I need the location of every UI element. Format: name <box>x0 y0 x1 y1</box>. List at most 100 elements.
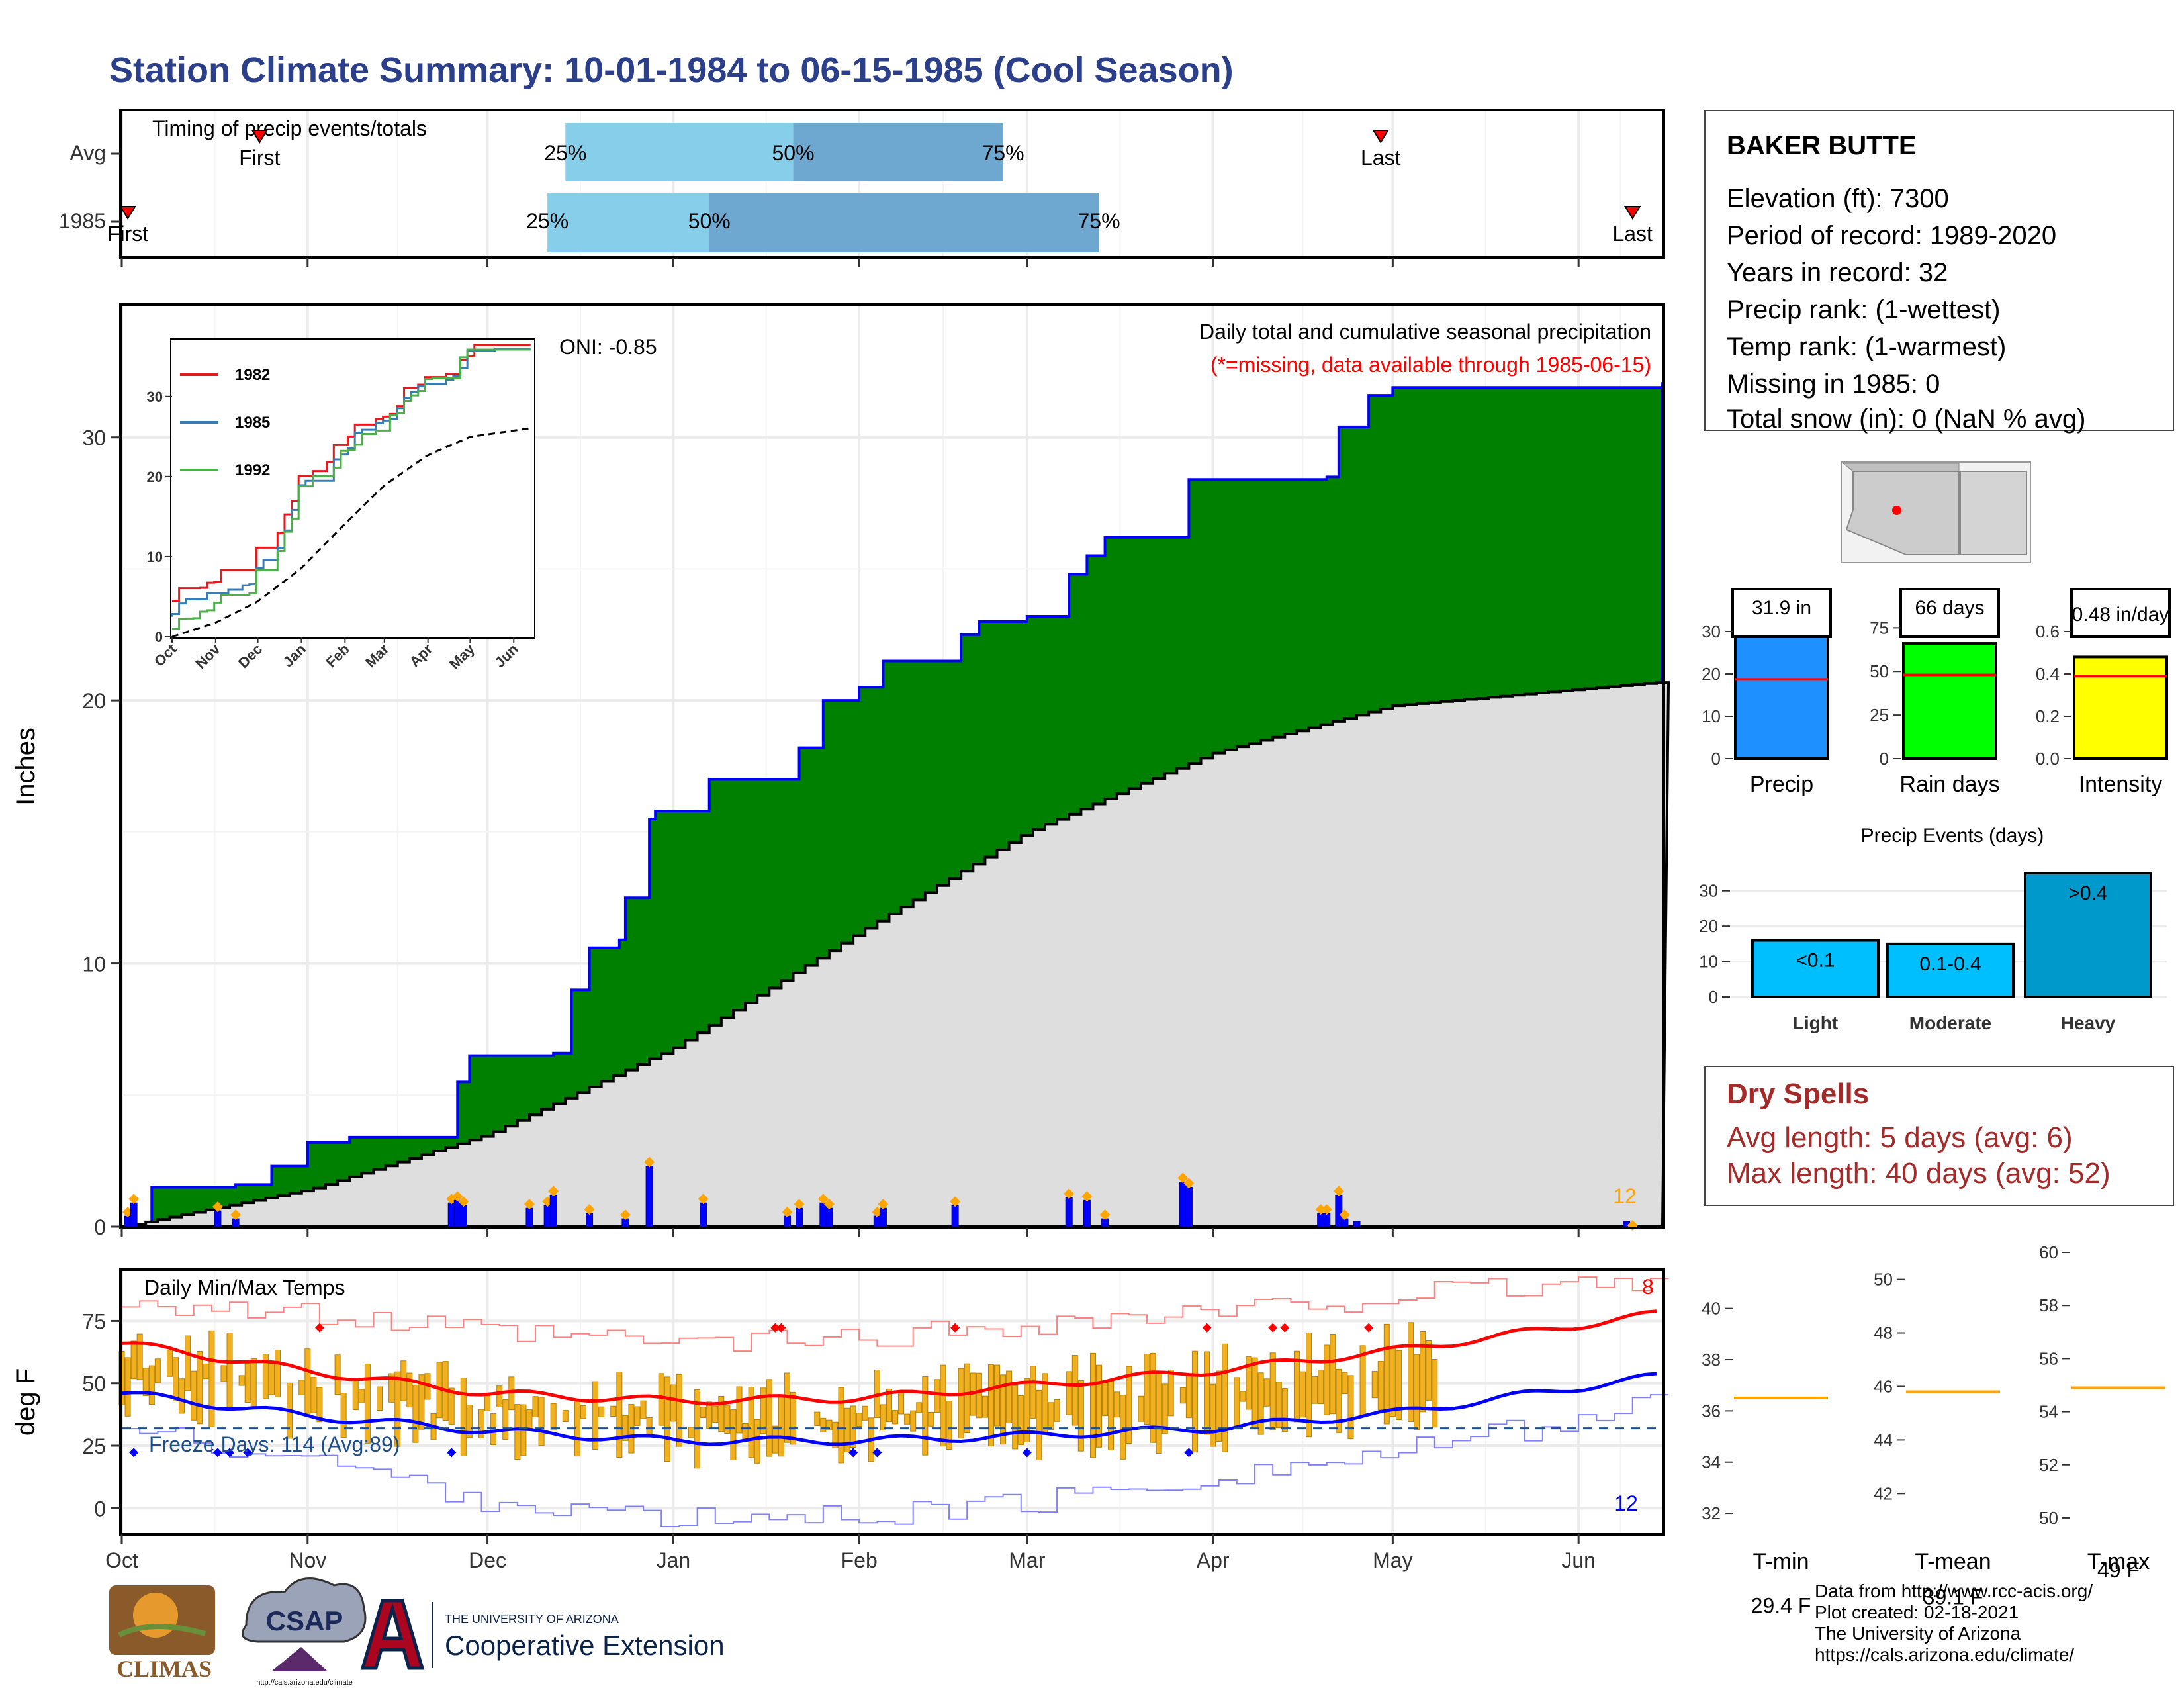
dry-spells-box: Dry Spells Avg length: 5 days (avg: 6) M… <box>1704 1066 2174 1206</box>
daily-temp-range-bar-40 <box>358 1389 365 1403</box>
daily-temp-range-bar-143 <box>976 1372 982 1419</box>
daily-precip-marker-9 <box>548 1186 559 1197</box>
summary-tick-label-Rain days-1: 25 <box>1870 705 1889 725</box>
events-y-tick-label-1: 10 <box>1699 952 1718 972</box>
record-low-marker-0 <box>129 1448 139 1458</box>
daily-temp-range-bar-111 <box>784 1372 790 1443</box>
daily-temp-range-bar-106 <box>754 1419 760 1464</box>
daily-precip-bar-5 <box>453 1199 461 1227</box>
summary-bar-charts: 31.9 in 0 10 20 30 Precip 66 days 0 25 50 75 Rain d… <box>1702 588 2171 797</box>
csap-mountain-icon <box>271 1647 328 1671</box>
climas-wordmark: CLIMAS <box>116 1656 212 1682</box>
daily-temp-range-bar-97 <box>700 1407 707 1418</box>
daily-precip-marker-23 <box>1099 1209 1111 1221</box>
events-bar-label-Light: <0.1 <box>1796 950 1835 972</box>
precip-events-bars: 0 10 20 30 <0.1 Light 0.1-0.4 Moderate >0.4 Heavy <box>1699 863 2167 1033</box>
daily-temp-range-bar-93 <box>676 1374 682 1447</box>
daily-temp-range-bar-201 <box>1324 1344 1330 1415</box>
daily-temp-range-bar-168 <box>1126 1366 1132 1444</box>
daily-temp-range-bar-25 <box>268 1363 275 1395</box>
footer-data-source: Data from http://www.rcc-acis.org/ <box>1815 1581 2093 1601</box>
temp-summary-value-T-mean: 39.1 F <box>1923 1585 1983 1609</box>
daily-temp-range-bar-205 <box>1347 1375 1354 1440</box>
daily-temp-range-bar-147 <box>1000 1374 1007 1445</box>
csap-url: http://cals.arizona.edu/climate <box>256 1679 353 1687</box>
timing-first-marker-avg <box>251 130 269 144</box>
inset-x-tick-label-7: May <box>446 640 478 672</box>
daily-temp-range-bar-101 <box>724 1405 731 1434</box>
timing-bar-lower-y1985 <box>547 193 709 252</box>
climas-logo: CLIMAS <box>109 1585 215 1682</box>
inset-x-tick-label-1: Nov <box>192 640 224 672</box>
daily-temp-range-bar-133 <box>916 1402 923 1413</box>
daily-temp-range-bar-30 <box>298 1380 305 1395</box>
dry-spells-max: Max length: 40 days (avg: 52) <box>1727 1157 2111 1190</box>
daily-precip-marker-19 <box>878 1199 889 1210</box>
daily-temp-range-bar-50 <box>418 1374 425 1430</box>
month-tick-label-Jan: Jan <box>657 1548 691 1572</box>
daily-temp-range-bar-5 <box>148 1365 155 1405</box>
daily-temp-range-bar-184 <box>1222 1343 1228 1452</box>
daily-precip-bar-22 <box>1083 1199 1091 1227</box>
daily-temp-range-bar-74 <box>562 1410 569 1422</box>
avg-max-temp-line <box>121 1309 1657 1406</box>
precip-panel: 0 10 20 30 Inches Daily total and cumulativ… <box>11 303 1670 1239</box>
daily-temp-range-bar-173 <box>1156 1370 1162 1454</box>
daily-temp-range-bar-144 <box>981 1395 988 1418</box>
daily-temp-range-bar-17 <box>220 1365 227 1382</box>
daily-temp-range-bar-107 <box>760 1387 766 1434</box>
dry-spells-avg: Avg length: 5 days (avg: 6) <box>1727 1121 2073 1154</box>
inset-y-tick-label-0: 0 <box>155 629 163 645</box>
daily-temp-range-bar-219 <box>1432 1359 1438 1428</box>
daily-temp-range-bar-152 <box>1030 1366 1036 1419</box>
inset-x-tick-label-3: Jan <box>279 641 308 670</box>
summary-tick-label-Intensity-3: 0.6 <box>2036 622 2060 641</box>
timing-last-label-avg: Last <box>1361 146 1401 169</box>
daily-temp-range-bar-109 <box>772 1425 778 1454</box>
daily-temp-range-bar-9 <box>173 1357 179 1401</box>
daily-precip-marker-29 <box>1339 1209 1350 1221</box>
daily-temp-range-bar-117 <box>820 1417 827 1432</box>
daily-temp-range-bar-77 <box>580 1405 586 1419</box>
daily-temp-range-bar-13 <box>197 1351 203 1425</box>
summary-tick-label-Intensity-2: 0.4 <box>2036 664 2060 684</box>
timing-pct-label-y1985-2: 75% <box>1077 209 1120 233</box>
daily-temp-range-bar-90 <box>658 1373 664 1426</box>
summary-bar-Rain days <box>1902 642 1997 761</box>
temps-y-label: deg F <box>11 1368 40 1436</box>
timing-row-label-avg: Avg <box>69 141 106 165</box>
daily-temp-range-bar-151 <box>1024 1378 1030 1442</box>
daily-temp-range-bar-132 <box>910 1410 917 1432</box>
timing-pct-label-y1985-0: 25% <box>526 209 569 233</box>
daily-temp-range-bar-194 <box>1281 1387 1288 1432</box>
daily-temp-range-bar-193 <box>1275 1382 1282 1429</box>
month-tick-label-Feb: Feb <box>841 1548 878 1572</box>
daily-temp-range-bar-6 <box>154 1358 161 1383</box>
daily-precip-marker-17 <box>823 1199 835 1210</box>
daily-temp-range-bar-39 <box>352 1378 359 1411</box>
dry-spells-title: Dry Spells <box>1727 1078 1870 1110</box>
daily-temp-range-bar-83 <box>616 1371 623 1458</box>
daily-temp-range-bar-175 <box>1167 1369 1174 1417</box>
inset-line-1992 <box>172 348 531 630</box>
timing-pct-label-avg-1: 50% <box>772 141 815 165</box>
daily-temp-range-bar-148 <box>1006 1370 1013 1423</box>
csap-cloud-icon <box>242 1577 367 1643</box>
events-category-Moderate: Moderate <box>1909 1013 1991 1033</box>
daily-temp-range-bar-22 <box>250 1358 257 1408</box>
daily-temp-range-bar-86 <box>634 1406 641 1426</box>
daily-temp-range-bar-218 <box>1426 1340 1432 1401</box>
summary-tick-label-Intensity-1: 0.2 <box>2036 706 2060 726</box>
daily-temp-range-bar-136 <box>934 1379 940 1413</box>
daily-temp-range-bar-92 <box>670 1384 676 1422</box>
temp-summary-tick-label-T-max-0: 50 <box>2039 1508 2058 1528</box>
summary-value-box-Intensity <box>2070 588 2171 638</box>
daily-temp-range-bar-69 <box>532 1396 539 1417</box>
summary-value-box-Precip <box>1731 588 1832 638</box>
daily-precip-bar-30 <box>1353 1221 1361 1227</box>
temps-y-tick-label-75: 75 <box>82 1309 106 1333</box>
inset-average-line <box>171 427 533 638</box>
events-bar-Moderate <box>1886 942 2015 998</box>
daily-temp-range-bar-186 <box>1234 1377 1240 1428</box>
summary-tick-label-Precip-1: 10 <box>1702 706 1721 726</box>
